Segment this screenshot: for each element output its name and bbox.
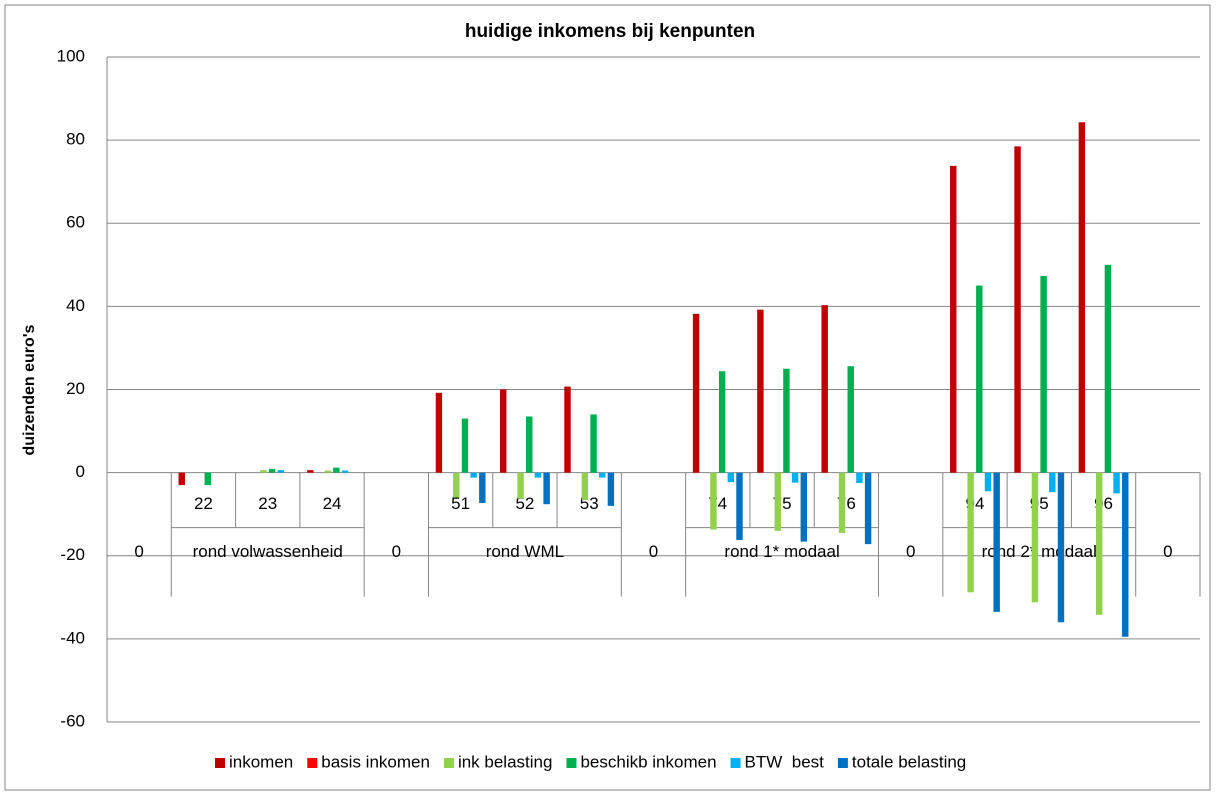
- bar: [268, 468, 276, 473]
- legend-swatch: [730, 758, 741, 768]
- bar: [204, 472, 211, 486]
- bar: [847, 366, 854, 473]
- x-tick-label: 0: [134, 542, 143, 561]
- bar: [435, 392, 443, 473]
- bar: [333, 467, 340, 473]
- x-tick-label: 51: [451, 494, 470, 513]
- bar: [1049, 472, 1056, 493]
- legend-swatch: [307, 758, 318, 768]
- bar: [993, 472, 1000, 612]
- bar: [341, 470, 349, 473]
- bar: [783, 368, 790, 473]
- group-label: rond 2* modaal: [982, 542, 1097, 561]
- bar: [599, 472, 606, 478]
- bar: [479, 472, 486, 503]
- legend-swatch: [215, 758, 225, 768]
- bar: [800, 472, 808, 542]
- legend-label: inkomen: [229, 752, 293, 771]
- legend-label: BTW best: [745, 752, 825, 771]
- y-tick-label: 40: [66, 296, 85, 315]
- bar: [461, 418, 469, 473]
- bar: [950, 165, 957, 473]
- x-tick-label: 23: [258, 494, 277, 513]
- bar: [178, 472, 185, 486]
- bar: [1057, 472, 1065, 623]
- bar: [736, 472, 743, 540]
- legend-label: basis inkomen: [321, 752, 430, 771]
- bar: [277, 470, 284, 473]
- y-tick-label: 60: [66, 213, 85, 232]
- y-axis-label: duizenden euro's: [21, 324, 38, 455]
- legend-swatch: [443, 758, 454, 768]
- y-tick-label: 20: [66, 379, 85, 398]
- legend-swatch: [566, 758, 577, 768]
- bar: [470, 472, 477, 478]
- bar: [453, 472, 460, 498]
- x-tick-label: 0: [649, 542, 658, 561]
- x-tick-label: 24: [323, 494, 342, 513]
- bar: [710, 472, 717, 530]
- bar: [607, 472, 615, 506]
- bar: [967, 472, 974, 593]
- x-tick-label: 0: [392, 542, 401, 561]
- legend-label: totale belasting: [852, 752, 966, 771]
- y-tick-label: 100: [57, 46, 85, 65]
- bar: [856, 472, 863, 484]
- bar: [517, 472, 524, 499]
- bar: [581, 472, 589, 501]
- bar: [838, 472, 846, 533]
- x-tick-label: 0: [906, 542, 915, 561]
- chart-border: [4, 4, 1211, 791]
- group-label: rond 1* modaal: [724, 542, 839, 561]
- bar: [526, 416, 533, 473]
- bar: [1014, 146, 1021, 473]
- bar: [727, 472, 735, 483]
- y-tick-label: -40: [60, 628, 85, 647]
- bar: [1096, 472, 1103, 615]
- group-label: rond WML: [486, 542, 564, 561]
- y-tick-label: -60: [60, 711, 85, 730]
- bar: [1078, 122, 1086, 473]
- bar: [718, 371, 726, 473]
- bar: [260, 470, 267, 473]
- bar: [1122, 472, 1129, 637]
- legend-swatch: [837, 758, 848, 768]
- bar: [1104, 264, 1112, 473]
- bar: [499, 389, 507, 473]
- bar: [307, 470, 314, 473]
- bar: [692, 313, 700, 473]
- legend-label: ink belasting: [458, 752, 553, 771]
- bar: [543, 472, 550, 505]
- bar: [821, 305, 828, 473]
- bar: [791, 472, 799, 483]
- x-tick-label: 52: [515, 494, 534, 513]
- chart-title: huidige inkomens bij kenpunten: [465, 21, 755, 42]
- y-tick-label: 0: [76, 462, 85, 481]
- bar: [564, 386, 571, 473]
- bar: [984, 472, 992, 492]
- group-label: rond volwassenheid: [193, 542, 343, 561]
- bar: [1040, 276, 1047, 473]
- bar: [757, 309, 764, 473]
- bar: [774, 472, 781, 531]
- bar: [590, 414, 597, 473]
- bar: [1031, 472, 1039, 603]
- x-tick-label: 0: [1163, 542, 1172, 561]
- bar: [324, 470, 331, 473]
- x-tick-label: 22: [194, 494, 213, 513]
- bar: [864, 472, 872, 545]
- bar: [976, 285, 983, 473]
- bar: [1113, 472, 1120, 494]
- legend-label: beschikb inkomen: [580, 752, 716, 771]
- y-tick-label: 80: [66, 130, 85, 149]
- bar: [534, 472, 542, 478]
- y-tick-label: -20: [60, 545, 85, 564]
